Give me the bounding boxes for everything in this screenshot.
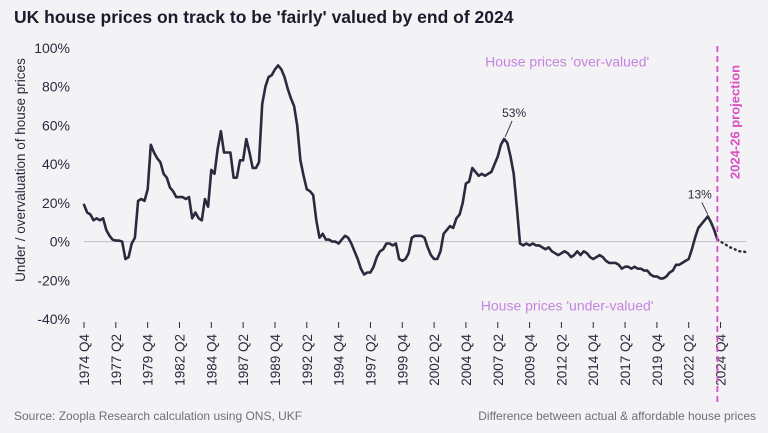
value-label-leader — [504, 120, 513, 138]
x-tick-label: 1999 Q4 — [395, 334, 410, 386]
y-tick-label: -20% — [37, 272, 70, 288]
region-annotation: House prices 'over-valued' — [485, 54, 649, 70]
annotations: House prices 'over-valued' House prices '… — [481, 54, 712, 314]
y-tick-label: 60% — [42, 117, 70, 133]
x-tick-label: 2022 Q2 — [682, 334, 697, 386]
y-tick-label: 40% — [42, 156, 70, 172]
projection-label: 2024-26 projection — [727, 65, 742, 179]
x-tick-label: 1994 Q4 — [332, 334, 347, 386]
value-label-leader — [701, 202, 709, 215]
y-axis-ticks: -40% -20% 0% 20% 40% 60% 80% 100% — [34, 40, 70, 327]
x-tick-label: 1977 Q2 — [109, 334, 124, 386]
x-tick-label: 1987 Q2 — [236, 334, 251, 386]
y-tick-label: -40% — [37, 311, 70, 327]
x-tick-label: 2019 Q4 — [650, 334, 665, 386]
x-tick-label: 1979 Q4 — [141, 334, 156, 386]
y-tick-label: 0% — [50, 234, 70, 250]
projection-series-line — [716, 238, 748, 254]
x-axis-ticks: 1974 Q4 1977 Q2 1979 Q4 1982 Q2 1984 Q4 1987 … — [77, 322, 729, 386]
value-label: 53% — [502, 106, 526, 120]
source-note: Source: Zoopla Research calculation usin… — [14, 409, 303, 423]
x-tick-label: 2002 Q2 — [427, 334, 442, 386]
x-tick-label: 2007 Q2 — [491, 334, 506, 386]
x-tick-label: 1984 Q4 — [204, 334, 219, 386]
y-tick-label: 80% — [42, 79, 70, 95]
valuation-series-line — [82, 64, 719, 280]
chart-caption: Difference between actual & affordable h… — [478, 409, 756, 423]
x-tick-label: 2012 Q2 — [554, 334, 569, 386]
y-axis-label-group: Under / overvaluation of house prices — [13, 58, 28, 282]
y-axis-label: Under / overvaluation of house prices — [13, 58, 28, 282]
x-tick-label: 2024 Q4 — [714, 334, 729, 386]
x-tick-label: 1974 Q4 — [77, 334, 92, 386]
x-tick-label: 1989 Q4 — [268, 334, 283, 386]
y-tick-label: 20% — [42, 195, 70, 211]
series-group — [82, 64, 748, 280]
x-tick-label: 1982 Q2 — [172, 334, 187, 386]
x-tick-label: 2004 Q4 — [459, 334, 474, 386]
chart-title: UK house prices on track to be 'fairly' … — [14, 7, 514, 27]
y-tick-label: 100% — [34, 40, 70, 56]
value-label: 13% — [688, 187, 712, 201]
x-tick-label: 1997 Q2 — [363, 334, 378, 386]
x-tick-label: 2009 Q4 — [523, 334, 538, 386]
region-annotation: House prices 'under-valued' — [481, 297, 654, 313]
x-tick-label: 2014 Q4 — [586, 334, 601, 386]
x-tick-label: 2017 Q2 — [618, 334, 633, 386]
x-tick-label: 1992 Q2 — [300, 334, 315, 386]
